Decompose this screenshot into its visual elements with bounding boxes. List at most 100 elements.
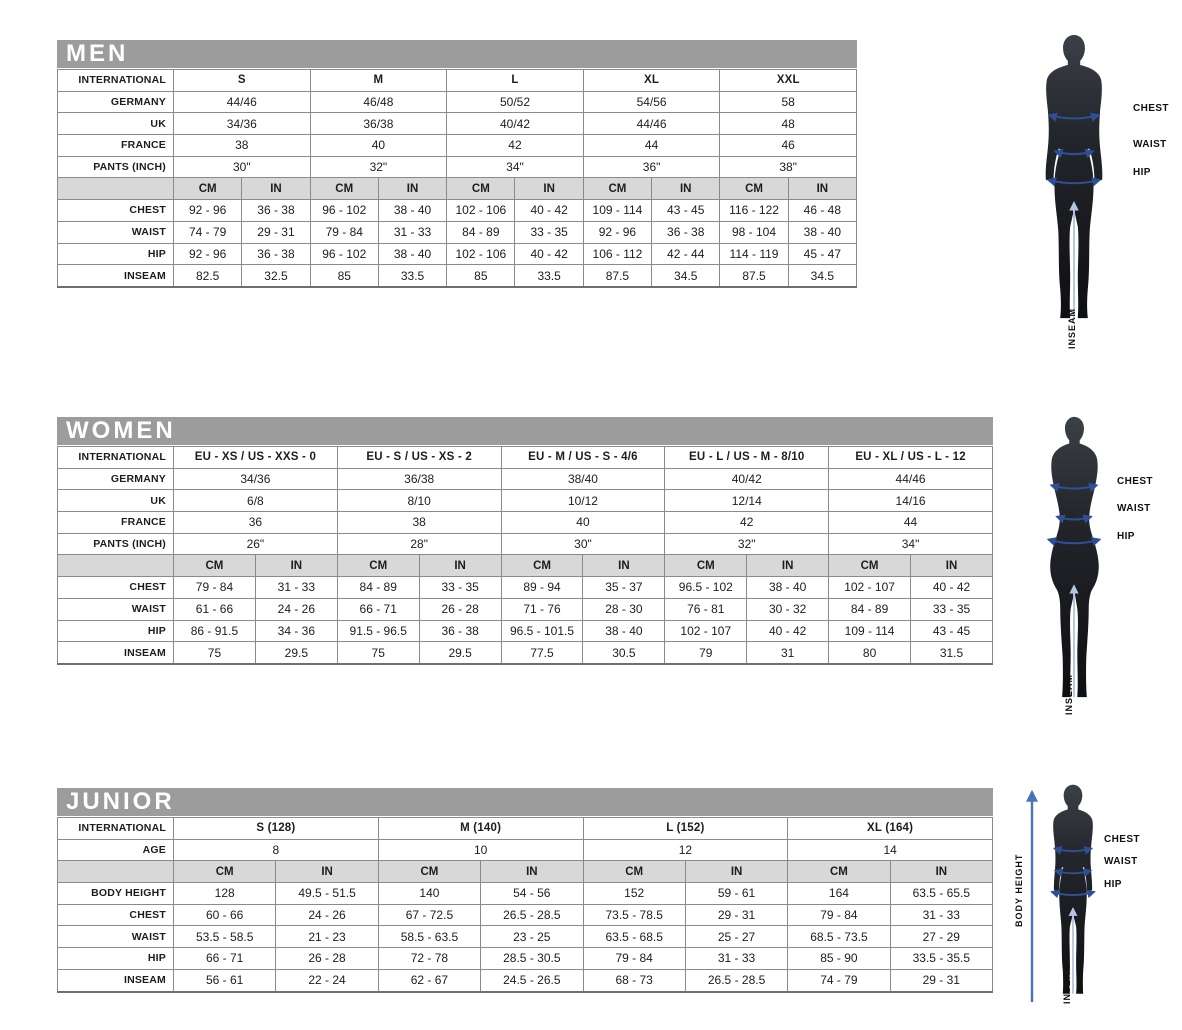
in-value-cell: 36 - 38 <box>241 242 311 266</box>
men-waist-label: WAIST <box>1133 139 1167 150</box>
size-value-cell: 36 <box>173 511 338 534</box>
in-header-cell: IN <box>377 177 448 201</box>
cm-header-cell: CM <box>500 554 584 578</box>
row-label: HIP <box>57 242 174 266</box>
measure-row: WAIST 53.5 - 58.5 21 - 23 58.5 - 63.5 23 - 2… <box>57 925 994 949</box>
junior-inseam-label: INSEAM <box>1062 962 1072 1004</box>
size-value-cell: XL (164) <box>787 817 993 840</box>
in-value-cell: 36 - 38 <box>651 220 721 244</box>
row-label: WAIST <box>57 597 174 621</box>
size-value-cell: S <box>173 69 311 92</box>
info-row: GERMANY 34/36 36/38 38/40 40/42 44/46 <box>57 467 993 491</box>
size-value-cell: 38 <box>173 134 311 157</box>
in-header-cell: IN <box>787 177 858 201</box>
men-hip-label: HIP <box>1133 167 1151 178</box>
in-header-cell: IN <box>910 554 993 578</box>
cm-header-cell: CM <box>719 177 789 201</box>
row-label: PANTS (INCH) <box>57 532 174 556</box>
in-value-cell: 31 - 33 <box>377 220 448 244</box>
men-chest-label: CHEST <box>1133 103 1169 114</box>
in-value-cell: 32.5 <box>241 264 311 288</box>
size-value-cell: M <box>309 69 448 92</box>
in-value-cell: 28.5 - 30.5 <box>480 947 584 970</box>
in-value-cell: 25 - 27 <box>684 925 789 949</box>
size-value-cell: EU - S / US - XS - 2 <box>336 446 502 469</box>
info-row: PANTS (INCH) 26" 28" 30" 32" 34" <box>57 532 993 556</box>
size-value-cell: L <box>446 69 584 92</box>
junior-waist-arrow <box>1053 868 1093 877</box>
cm-value-cell: 116 - 122 <box>719 199 789 222</box>
measure-row: HIP 92 - 96 36 - 38 96 - 102 38 - 40 102 - 10… <box>57 242 858 266</box>
men-hip-arrow <box>1046 177 1102 187</box>
size-value-cell: 40/42 <box>664 467 830 491</box>
cm-value-cell: 68 - 73 <box>582 968 686 993</box>
men-chest-arrow <box>1047 112 1101 122</box>
cm-value-cell: 75 <box>173 641 256 665</box>
cm-header-cell: CM <box>173 554 256 578</box>
size-value-cell: EU - L / US - M - 8/10 <box>664 446 830 469</box>
unit-row-spacer <box>57 860 174 884</box>
men-section: MEN INTERNATIONAL S M L XL XXL GERMANY 44/46 46/… <box>57 40 858 288</box>
unit-header-row: CM IN CM IN CM IN CM IN <box>57 860 994 884</box>
cm-value-cell: 102 - 106 <box>446 242 516 266</box>
in-value-cell: 28 - 30 <box>582 597 666 621</box>
in-value-cell: 36 - 38 <box>241 199 311 222</box>
junior-body-silhouette <box>1050 784 1096 994</box>
cm-value-cell: 89 - 94 <box>500 576 584 599</box>
in-value-cell: 31 <box>746 641 830 665</box>
in-value-cell: 29.5 <box>254 641 338 665</box>
cm-value-cell: 71 - 76 <box>500 597 584 621</box>
cm-value-cell: 53.5 - 58.5 <box>172 925 277 949</box>
row-label: INSEAM <box>57 968 174 993</box>
cm-value-cell: 96.5 - 101.5 <box>500 619 584 643</box>
row-label: CHEST <box>57 903 174 927</box>
men-body-silhouette <box>1045 35 1103 319</box>
measure-row: HIP 86 - 91.5 34 - 36 91.5 - 96.5 36 - 38 96.… <box>57 619 993 643</box>
size-value-cell: 34/36 <box>173 467 338 491</box>
cm-value-cell: 128 <box>172 882 277 905</box>
row-label: WAIST <box>57 220 174 244</box>
row-label: CHEST <box>57 199 174 222</box>
cm-value-cell: 84 - 89 <box>828 597 912 621</box>
in-value-cell: 33.5 - 35.5 <box>889 947 994 970</box>
women-inseam-label: INSEAM <box>1064 673 1074 715</box>
in-header-cell: IN <box>651 177 721 201</box>
size-value-cell: 44 <box>828 511 993 534</box>
cm-header-cell: CM <box>172 860 277 884</box>
junior-hip-label: HIP <box>1104 879 1122 890</box>
size-value-cell: 8/10 <box>336 489 502 513</box>
in-value-cell: 30 - 32 <box>746 597 830 621</box>
in-value-cell: 26 - 28 <box>418 597 502 621</box>
in-value-cell: 40 - 42 <box>910 576 993 599</box>
size-value-cell: 50/52 <box>446 90 584 114</box>
cm-value-cell: 66 - 71 <box>172 947 277 970</box>
in-value-cell: 29 - 31 <box>684 903 789 927</box>
in-header-cell: IN <box>582 554 666 578</box>
cm-value-cell: 98 - 104 <box>719 220 789 244</box>
junior-section: JUNIOR INTERNATIONAL S (128) M (140) L (152… <box>57 788 994 993</box>
size-value-cell: 36" <box>582 155 721 179</box>
size-value-cell: 46/48 <box>309 90 448 114</box>
cm-value-cell: 92 - 96 <box>582 220 653 244</box>
in-value-cell: 26 - 28 <box>275 947 379 970</box>
row-label: INTERNATIONAL <box>57 69 174 92</box>
in-value-cell: 33.5 <box>514 264 584 288</box>
women-body-silhouette <box>1046 416 1102 698</box>
cm-value-cell: 75 <box>336 641 420 665</box>
in-value-cell: 34.5 <box>787 264 858 288</box>
cm-value-cell: 96 - 102 <box>309 242 379 266</box>
size-value-cell: 58 <box>719 90 857 114</box>
size-value-cell: EU - M / US - S - 4/6 <box>500 446 666 469</box>
in-value-cell: 63.5 - 65.5 <box>889 882 994 905</box>
info-row: FRANCE 38 40 42 44 46 <box>57 134 857 157</box>
junior-section-header: JUNIOR <box>57 788 993 816</box>
women-section-title: WOMEN <box>66 417 176 444</box>
cm-value-cell: 60 - 66 <box>172 903 277 927</box>
row-label: PANTS (INCH) <box>57 155 174 179</box>
unit-header-row: CM IN CM IN CM IN CM IN CM IN <box>57 554 993 578</box>
size-value-cell: S (128) <box>173 817 379 840</box>
in-value-cell: 34.5 <box>651 264 721 288</box>
size-value-cell: 44/46 <box>828 467 993 491</box>
in-value-cell: 27 - 29 <box>889 925 994 949</box>
